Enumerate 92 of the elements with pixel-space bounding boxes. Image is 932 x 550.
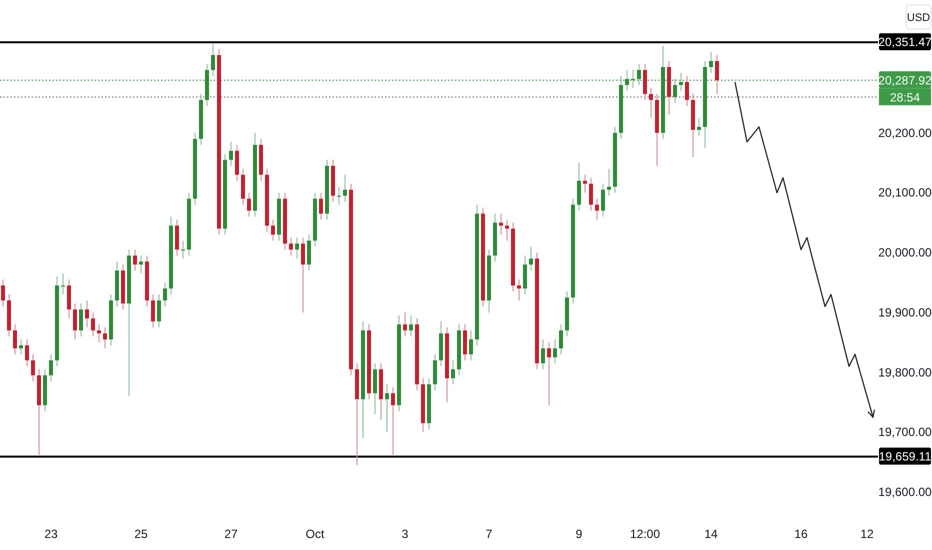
x-tick-label: 14: [704, 527, 718, 541]
x-tick-label: 3: [402, 527, 409, 541]
candlestick: [433, 354, 437, 391]
candlestick: [631, 70, 635, 88]
y-tick-label: 20,200.00: [878, 126, 932, 140]
x-tick-label: 27: [224, 527, 238, 541]
candlestick: [175, 219, 179, 256]
candlestick: [517, 279, 521, 301]
candlestick: [403, 312, 407, 337]
candlestick: [307, 234, 311, 272]
candlestick: [1, 279, 5, 307]
ref-line-label: 20,351.47: [878, 35, 932, 50]
candlestick: [163, 282, 167, 307]
candlestick: [577, 162, 581, 212]
candlestick: [463, 324, 467, 361]
candlestick: [673, 78, 677, 104]
candlestick: [73, 302, 77, 340]
candlestick: [343, 174, 347, 202]
candlestick: [391, 386, 395, 457]
candlestick: [649, 87, 653, 118]
candlestick: [79, 302, 83, 337]
candlestick: [13, 324, 17, 355]
x-tick-label: 12: [860, 527, 874, 541]
candlestick: [553, 338, 557, 364]
candlestick: [211, 42, 215, 77]
candlestick: [67, 279, 71, 319]
candlestick: [529, 246, 533, 272]
candlestick: [643, 64, 647, 100]
candlestick: [559, 324, 563, 355]
candlestick: [229, 141, 233, 166]
candlestick: [469, 330, 473, 361]
candlestick: [505, 219, 509, 242]
candlestick: [295, 237, 299, 260]
candlestick: [685, 76, 689, 106]
y-tick-label: 19,800.00: [878, 365, 932, 380]
x-tick-label: Oct: [306, 527, 325, 541]
x-tick-label: 23: [44, 527, 58, 541]
candlestick: [709, 52, 713, 74]
candlestick: [385, 384, 389, 433]
candlestick: [679, 72, 683, 92]
candlestick: [589, 177, 593, 212]
x-tick-label: 12:00: [630, 527, 660, 541]
y-tick-label: 19,700.00: [878, 425, 932, 440]
candlestick: [373, 362, 377, 415]
candlestick: [19, 338, 23, 355]
ref-line-label: 20,287.92: [878, 73, 932, 88]
candlestick: [133, 249, 137, 272]
candlestick: [85, 300, 89, 328]
text: 28:54: [890, 90, 920, 104]
x-tick-label: 7: [486, 527, 493, 541]
x-tick-label: 9: [576, 527, 583, 541]
candlestick: [289, 237, 293, 256]
candlestick: [547, 342, 551, 406]
candlestick: [61, 273, 65, 295]
candlestick: [451, 360, 455, 385]
y-tick-label: 20,000.00: [878, 246, 932, 260]
candlestick: [49, 354, 53, 382]
candlestick: [337, 186, 341, 206]
candlestick: [91, 312, 95, 337]
y-tick-label: 19,900.00: [878, 305, 932, 320]
candlestick: [25, 338, 29, 367]
candlestick: [523, 255, 527, 295]
x-tick-label: 16: [794, 527, 808, 541]
candlestick: [499, 213, 503, 236]
candlestick: [31, 354, 35, 382]
candlestick: [637, 64, 641, 86]
candlestick: [607, 168, 611, 196]
x-tick-label: 25: [134, 527, 148, 541]
y-axis-title: USD: [906, 12, 930, 24]
y-tick-label: 19,600.00: [878, 485, 932, 499]
candlestick: [409, 314, 413, 337]
candlestick: [715, 54, 719, 94]
candlestick: [235, 144, 239, 182]
candlestick: [271, 219, 275, 242]
candlestick: [181, 240, 185, 260]
candlestick: [697, 117, 701, 136]
ref-line-label: 19,659.11: [878, 450, 932, 464]
candlestick: [139, 255, 143, 274]
candlestick: [601, 183, 605, 218]
y-tick-label: 20,100.00: [878, 186, 932, 200]
candlestick: [301, 237, 305, 313]
candlestick: [247, 192, 251, 218]
candlestick: [151, 294, 155, 328]
candlestick: [103, 326, 107, 349]
candlestick: [241, 168, 245, 206]
candlestick: [625, 70, 629, 92]
candlestick: [583, 174, 587, 194]
candlestick: [595, 198, 599, 220]
candlestick: [97, 324, 101, 343]
candlestick: [157, 294, 161, 328]
candlestick: [319, 192, 323, 220]
candlestick: [541, 338, 545, 370]
